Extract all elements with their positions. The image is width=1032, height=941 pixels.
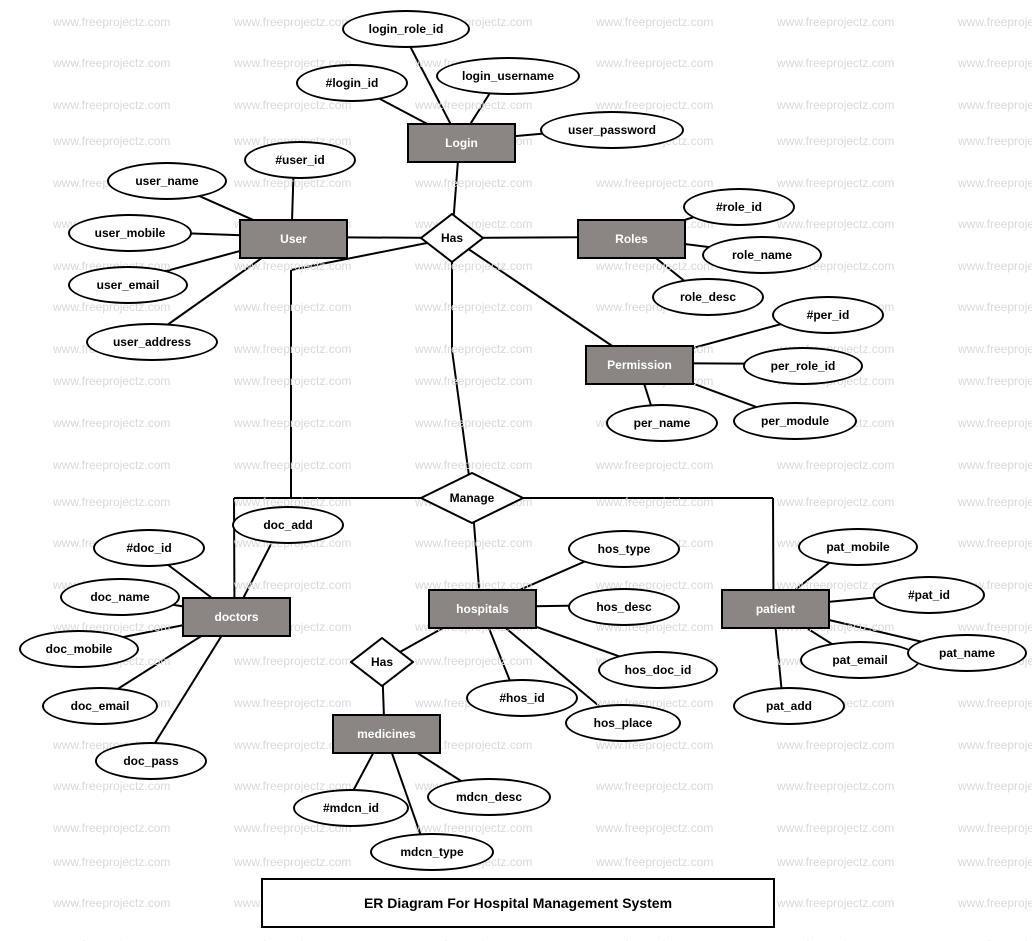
attribute-user-password: user_password <box>540 111 684 149</box>
entity-doctors: doctors <box>182 597 291 637</box>
relationship-has1: Has <box>420 213 484 263</box>
attribute-pat-email: pat_email <box>800 641 920 679</box>
attribute-pat-id: #pat_id <box>873 576 985 614</box>
attribute-user-mobile: user_mobile <box>68 214 192 252</box>
attribute-login-id: #login_id <box>296 64 408 102</box>
attribute-doc-email: doc_email <box>42 687 158 725</box>
attribute-doc-id: #doc_id <box>93 529 205 567</box>
attribute-doc-add: doc_add <box>232 506 344 544</box>
attribute-per-id: #per_id <box>772 296 884 334</box>
attribute-hos-doc-id: hos_doc_id <box>598 651 718 689</box>
attribute-role-name: role_name <box>702 236 822 274</box>
entity-permission: Permission <box>585 345 694 385</box>
attribute-mdcn-id: #mdcn_id <box>293 789 409 827</box>
attribute-mdcn-desc: mdcn_desc <box>427 778 551 816</box>
attribute-user-address: user_address <box>86 323 218 361</box>
attribute-doc-mobile: doc_mobile <box>19 630 139 668</box>
entity-roles: Roles <box>577 219 686 259</box>
attribute-hos-type: hos_type <box>568 530 680 568</box>
attribute-per-name: per_name <box>606 404 718 442</box>
attribute-hos-desc: hos_desc <box>568 588 680 626</box>
entity-hospitals: hospitals <box>428 589 537 629</box>
attribute-pat-add: pat_add <box>733 687 845 725</box>
attribute-mdcn-type: mdcn_type <box>370 833 494 871</box>
attribute-login-username: login_username <box>436 57 580 95</box>
diagram-title: ER Diagram For Hospital Management Syste… <box>364 895 672 911</box>
entity-medicines: medicines <box>332 714 441 754</box>
attribute-per-module: per_module <box>733 402 857 440</box>
attribute-per-role-id: per_role_id <box>743 347 863 385</box>
attribute-role-id: #role_id <box>683 188 795 226</box>
attribute-doc-pass: doc_pass <box>95 742 207 780</box>
er-diagram-canvas: { "title": "ER Diagram For Hospital Mana… <box>0 0 1032 941</box>
attribute-login-role-id: login_role_id <box>342 10 470 48</box>
entity-patient: patient <box>721 589 830 629</box>
attribute-user-id: #user_id <box>244 141 356 179</box>
relationship-has2: Has <box>350 637 414 687</box>
attribute-user-email: user_email <box>68 266 188 304</box>
attribute-doc-name: doc_name <box>60 578 180 616</box>
attribute-hos-place: hos_place <box>565 704 681 742</box>
attribute-pat-name: pat_name <box>907 634 1027 672</box>
diagram-title-box: ER Diagram For Hospital Management Syste… <box>261 878 775 928</box>
attribute-hos-id: #hos_id <box>466 679 578 717</box>
entity-login: Login <box>407 123 516 163</box>
relationship-manage: Manage <box>420 472 524 524</box>
attribute-pat-mobile: pat_mobile <box>798 528 918 566</box>
entity-user: User <box>239 219 348 259</box>
attribute-role-desc: role_desc <box>652 278 764 316</box>
attribute-user-name: user_name <box>107 162 227 200</box>
